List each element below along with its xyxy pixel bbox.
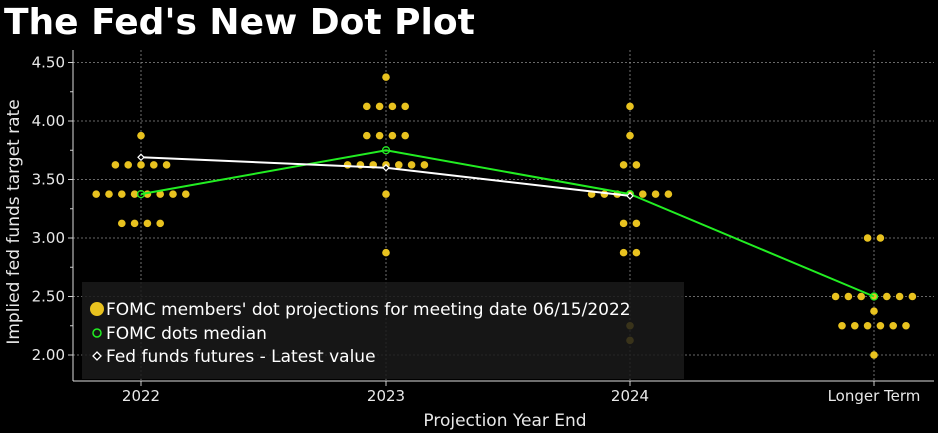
fomc-dot: [375, 131, 384, 140]
legend-dot-label: FOMC members' dot projections for meetin…: [106, 300, 631, 320]
fomc-dot: [883, 292, 891, 301]
median-point: [136, 189, 146, 199]
legend-futures-marker: [92, 351, 102, 361]
fomc-dot: [111, 161, 120, 169]
y-tick-label: 2.00: [32, 346, 65, 364]
fomc-dot: [124, 161, 132, 169]
fomc-dot: [407, 161, 416, 169]
fomc-dot: [863, 234, 872, 242]
legend-futures-label: Fed funds futures - Latest value: [106, 347, 376, 367]
fomc-dot: [639, 190, 647, 198]
y-tick-labels: 2.00 2.50 3.00 3.50 4.00 4.50: [32, 54, 65, 365]
fomc-dot: [902, 321, 910, 330]
fomc-dot: [363, 102, 371, 111]
x-tick-labels: 2022 2023 2024 Longer Term: [122, 387, 921, 405]
fomc-dot: [363, 131, 371, 140]
legend: FOMC members' dot projections for meetin…: [82, 282, 684, 379]
legend-dot-marker: [90, 302, 104, 316]
fomc-dot: [626, 131, 634, 140]
fomc-dot: [150, 161, 158, 169]
y-tick-label: 4.00: [32, 112, 65, 130]
fomc-dot: [137, 131, 145, 140]
legend-median-label: FOMC dots median: [106, 324, 267, 344]
fomc-dot: [156, 190, 164, 198]
fomc-dot: [162, 161, 171, 169]
fomc-dot: [838, 321, 846, 330]
y-axis-label: Implied fed funds target rate: [4, 99, 24, 344]
fomc-dot: [118, 190, 126, 198]
fomc-dot: [619, 161, 628, 169]
grid-lines: [73, 50, 934, 381]
fomc-dot: [863, 321, 872, 330]
fomc-dot: [626, 102, 634, 111]
fomc-dot: [651, 190, 660, 198]
futures-point: [382, 163, 390, 172]
fomc-dot: [388, 102, 397, 111]
fomc-dot: [105, 190, 113, 198]
fomc-dot: [118, 219, 126, 228]
page-title: The Fed's New Dot Plot: [4, 2, 475, 43]
fomc-dot: [401, 131, 410, 140]
y-tick-label: 2.50: [32, 288, 65, 306]
fomc-dot: [388, 131, 397, 140]
fomc-dot: [664, 190, 673, 198]
y-tick-label: 4.50: [32, 54, 65, 72]
futures-point: [137, 153, 145, 162]
x-tick-label: 2023: [367, 387, 405, 405]
fomc-dot: [619, 248, 628, 257]
legend-background: [82, 282, 684, 379]
fomc-dot: [143, 219, 152, 228]
y-tick-label: 3.00: [32, 229, 65, 247]
fomc-dot: [382, 190, 390, 198]
x-axis-label: Projection Year End: [423, 411, 586, 431]
fomc-dot: [375, 102, 384, 111]
fomc-dot: [169, 190, 177, 198]
fomc-dot: [632, 248, 641, 257]
fomc-dot: [401, 102, 410, 111]
fomc-dot: [182, 190, 190, 198]
fomc-dot: [343, 161, 352, 169]
fomc-dot: [92, 190, 100, 198]
fomc-dot: [851, 321, 859, 330]
futures-point: [626, 192, 634, 200]
fomc-dot: [156, 219, 164, 228]
median-point: [869, 292, 879, 301]
fomc-dot: [420, 161, 429, 169]
series-lines: [136, 146, 879, 301]
legend-median-marker: [92, 328, 102, 338]
fomc-dot: [889, 321, 897, 330]
y-tick-label: 3.50: [32, 171, 65, 189]
fomc-dot: [876, 321, 885, 330]
fomc-dot: [395, 161, 403, 169]
fomc-dot: [137, 161, 145, 169]
fomc-dot: [382, 73, 390, 81]
fomc-dot: [831, 292, 840, 301]
fomc-dot: [632, 219, 641, 228]
fomc-dot: [895, 292, 904, 301]
x-tick-label: 2024: [611, 387, 649, 405]
fomc-dot: [857, 292, 865, 301]
fomc-dot: [130, 190, 139, 198]
fomc-dot: [619, 219, 628, 228]
fomc-dot: [870, 351, 878, 359]
fomc-dot: [908, 292, 917, 301]
fomc-dot: [876, 234, 885, 242]
fomc-dot: [382, 248, 390, 257]
median-point: [381, 146, 391, 155]
x-tick-label: Longer Term: [828, 387, 921, 405]
axes: [68, 50, 934, 386]
fomc-dot: [632, 161, 641, 169]
fomc-dot: [130, 219, 139, 228]
median-line: [140, 149, 875, 298]
fomc-dot: [844, 292, 853, 301]
fomc-dot: [870, 307, 878, 315]
x-tick-label: 2022: [122, 387, 160, 405]
